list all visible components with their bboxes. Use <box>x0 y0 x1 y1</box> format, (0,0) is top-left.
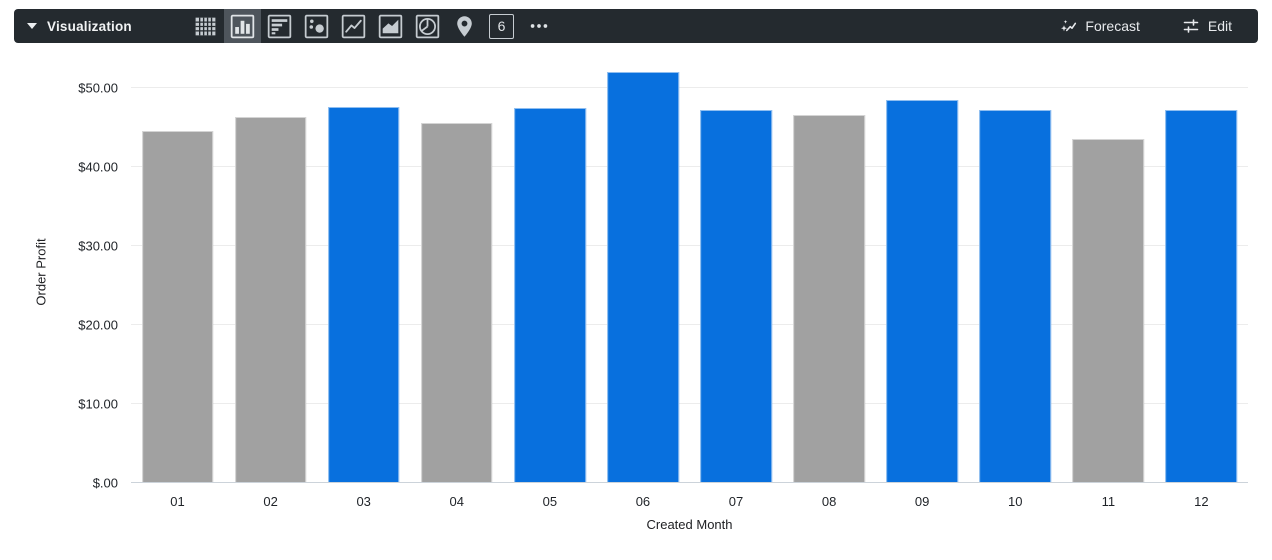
bar-02[interactable] <box>234 116 307 483</box>
bar-03[interactable] <box>327 107 400 483</box>
bar-band <box>224 62 317 483</box>
bar-band <box>969 62 1062 483</box>
area-chart-icon <box>378 14 403 38</box>
forecast-button[interactable]: Forecast <box>1059 17 1140 35</box>
visualization-dropdown[interactable]: Visualization <box>14 9 132 43</box>
x-tick-label: 12 <box>1194 494 1209 509</box>
y-tick-label: $20.00 <box>78 317 118 333</box>
bar-band <box>876 62 969 483</box>
x-axis-tick-labels: 01 02 03 04 05 06 07 08 09 10 11 12 <box>131 494 1248 510</box>
x-tick-label: 09 <box>914 494 930 509</box>
tune-icon <box>1183 19 1199 33</box>
gridline <box>131 166 1248 168</box>
x-tick-label: 03 <box>356 494 371 509</box>
single-value-icon-text: 6 <box>497 18 506 34</box>
bar-08[interactable] <box>793 114 865 483</box>
viz-type-row-chart-button[interactable] <box>261 9 298 43</box>
x-tick-label: 08 <box>821 494 837 509</box>
line-chart-icon <box>341 14 366 38</box>
plot-area <box>131 62 1248 483</box>
bar-band <box>503 62 596 483</box>
x-tick-label: 02 <box>263 494 278 509</box>
x-tick-label: 05 <box>542 494 558 509</box>
visualization-title: Visualization <box>47 18 132 34</box>
x-tick-label: 04 <box>449 494 464 509</box>
bar-01[interactable] <box>141 130 214 483</box>
caret-down-icon <box>27 23 37 29</box>
gridline <box>131 403 1248 405</box>
bar-band <box>410 62 503 483</box>
y-tick-label: $.00 <box>92 475 118 491</box>
bars-row <box>131 62 1248 483</box>
bar-07[interactable] <box>700 110 772 483</box>
row-chart-icon <box>267 14 292 38</box>
x-tick-label: 11 <box>1101 494 1116 509</box>
bar-band <box>689 62 782 483</box>
viz-type-more-options-button[interactable] <box>520 9 557 43</box>
bar-10[interactable] <box>979 110 1052 483</box>
gridline <box>131 324 1248 326</box>
y-axis-tick-labels: $.00 $10.00 $20.00 $30.00 $40.00 $50.00 <box>0 62 118 491</box>
edit-button[interactable]: Edit <box>1182 17 1232 35</box>
bar-09[interactable] <box>886 99 958 483</box>
table-icon <box>195 17 216 35</box>
toolbar-right-group: Forecast Edit <box>1059 9 1258 43</box>
viz-type-line-chart-button[interactable] <box>335 9 372 43</box>
x-axis-title: Created Month <box>646 517 733 532</box>
more-horizontal-icon <box>530 24 547 28</box>
column-chart-icon <box>230 14 255 38</box>
edit-label: Edit <box>1207 18 1232 34</box>
viz-type-scatter-button[interactable] <box>298 9 335 43</box>
bar-band <box>1062 62 1155 483</box>
x-tick-label: 06 <box>635 494 651 509</box>
visualization-toolbar: Visualization <box>14 9 1258 43</box>
forecast-label: Forecast <box>1085 18 1140 34</box>
bar-band <box>783 62 876 483</box>
bar-12[interactable] <box>1165 110 1238 483</box>
forecast-icon <box>1061 20 1077 32</box>
x-tick-label: 07 <box>728 494 744 509</box>
pie-chart-icon <box>415 14 440 38</box>
bar-04[interactable] <box>420 122 493 483</box>
viz-type-column-chart-button[interactable] <box>224 9 261 43</box>
viz-type-table-button[interactable] <box>187 9 224 43</box>
y-tick-label: $50.00 <box>78 80 118 96</box>
bar-band <box>317 62 410 483</box>
bar-06[interactable] <box>607 72 679 483</box>
x-tick-label: 10 <box>1008 494 1023 509</box>
y-tick-label: $40.00 <box>78 159 118 175</box>
bar-band <box>1155 62 1248 483</box>
gridline <box>131 245 1248 247</box>
bar-band <box>131 62 224 483</box>
y-tick-label: $10.00 <box>78 396 118 412</box>
y-tick-label: $30.00 <box>78 238 118 254</box>
viz-type-pie-chart-button[interactable] <box>409 9 446 43</box>
bar-11[interactable] <box>1072 138 1145 483</box>
x-tick-label: 01 <box>170 494 185 509</box>
map-pin-icon <box>457 15 472 37</box>
viz-type-single-value-button[interactable]: 6 <box>483 9 520 43</box>
bar-05[interactable] <box>514 107 586 483</box>
viz-type-map-button[interactable] <box>446 9 483 43</box>
gridline <box>131 87 1248 89</box>
scatter-icon <box>304 14 329 38</box>
single-value-icon: 6 <box>489 13 514 39</box>
x-axis-line <box>131 482 1248 483</box>
viz-type-switcher: 6 <box>187 9 557 43</box>
viz-type-area-chart-button[interactable] <box>372 9 409 43</box>
bar-band <box>596 62 689 483</box>
